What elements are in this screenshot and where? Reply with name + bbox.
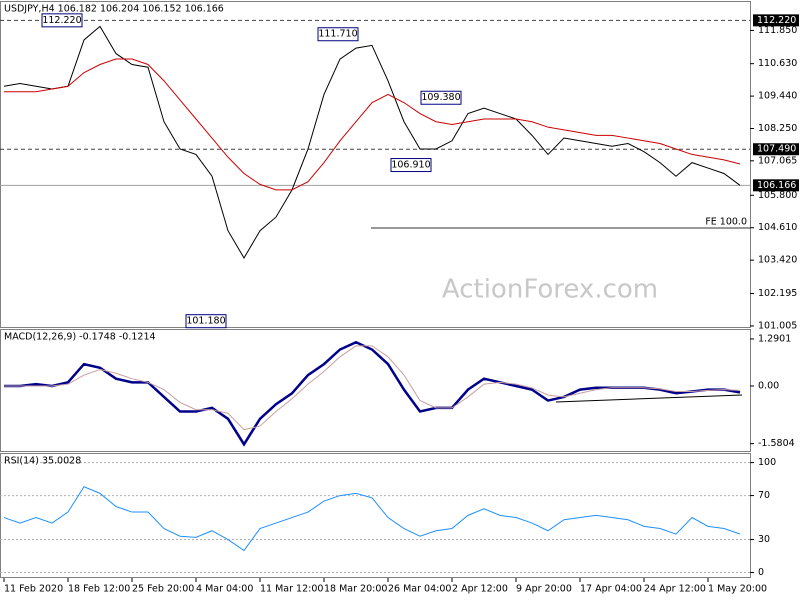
x-tick-label: 24 Apr 12:00 <box>644 584 706 595</box>
y-tick-label: 108.250 <box>758 123 797 134</box>
x-tick-label: 17 Apr 04:00 <box>580 584 642 595</box>
annotation-label: 106.910 <box>391 160 430 171</box>
panel-title: MACD(12,26,9) -0.1748 -0.1214 <box>4 332 156 343</box>
x-tick-label: 11 Feb 2020 <box>4 584 63 595</box>
macd-trendline <box>555 394 743 403</box>
annotation-box <box>390 158 432 173</box>
panel-title: USDJPY,H4 106.182 106.204 106.152 106.16… <box>4 4 224 15</box>
annotation-label: 109.380 <box>421 92 460 103</box>
y-tick-label: 105.800 <box>758 190 797 201</box>
x-tick-label: 1 May 20:00 <box>708 584 767 595</box>
y-tick-label: 102.195 <box>758 288 797 299</box>
panel-frame <box>0 329 751 452</box>
y-tick-label: 104.610 <box>758 222 797 233</box>
level-tag-label: 107.490 <box>757 144 796 155</box>
annotation-label: 101.180 <box>186 316 225 327</box>
y-tick-label: 101.005 <box>758 320 797 331</box>
level-tag <box>753 14 799 27</box>
y-tick-label: 0.00 <box>758 380 779 391</box>
level-tag-label: 106.166 <box>757 180 796 191</box>
y-tick-label: 70 <box>758 490 770 501</box>
series-line <box>3 25 741 259</box>
y-tick-label: 0 <box>758 567 764 578</box>
y-tick-label: 103.420 <box>758 255 797 266</box>
annotation-box <box>317 27 359 42</box>
annotation-box <box>41 13 83 28</box>
y-tick-label: 107.065 <box>758 155 797 166</box>
fe-label: FE 100.0 <box>705 216 747 227</box>
y-tick-label: -1.5804 <box>758 438 795 449</box>
x-tick-label: 2 Apr 12:00 <box>452 584 508 595</box>
x-tick-label: 11 Mar 12:00 <box>260 584 323 595</box>
level-tag <box>753 143 799 156</box>
panel-frame <box>0 1 751 328</box>
x-tick-label: 4 Mar 04:00 <box>196 584 253 595</box>
x-tick-label: 9 Apr 20:00 <box>516 584 572 595</box>
x-tick-label: 26 Mar 04:00 <box>388 584 451 595</box>
y-tick-label: 109.440 <box>758 91 797 102</box>
level-tag <box>753 179 799 192</box>
watermark: ActionForex.com <box>442 275 658 305</box>
annotation-box <box>420 90 462 105</box>
series-line <box>4 345 741 431</box>
annotation-label: 111.710 <box>318 29 357 40</box>
series-line <box>4 58 741 191</box>
y-tick-label: 111.850 <box>758 25 797 36</box>
annotation-label: 112.220 <box>42 15 81 26</box>
annotation-box <box>185 314 227 329</box>
panel-frame <box>0 453 751 578</box>
panel-title: RSI(14) 35.0028 <box>4 456 81 467</box>
series-line <box>3 486 741 552</box>
y-tick-label: 100 <box>758 457 776 468</box>
level-tag-label: 112.220 <box>757 15 796 26</box>
y-tick-label: 110.630 <box>758 58 797 69</box>
y-tick-label: 1.2901 <box>758 333 791 344</box>
x-tick-label: 25 Feb 20:00 <box>132 584 194 595</box>
x-tick-label: 18 Feb 12:00 <box>68 584 130 595</box>
x-tick-label: 18 Mar 20:00 <box>324 584 387 595</box>
y-tick-label: 30 <box>758 534 770 545</box>
